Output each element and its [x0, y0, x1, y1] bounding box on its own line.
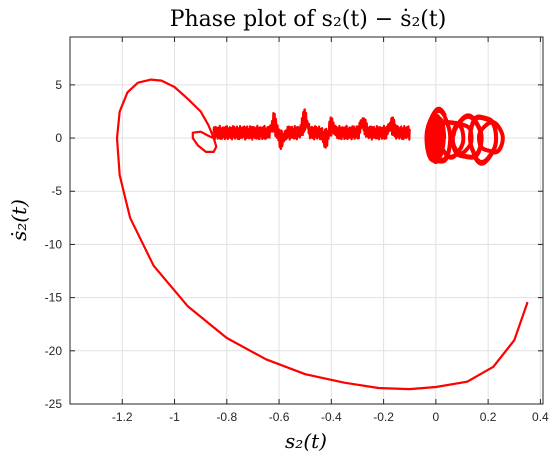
y-tick-label: -15: [45, 291, 63, 305]
x-tick-label: -0.8: [216, 410, 237, 424]
x-tick-label: 0.2: [480, 410, 497, 424]
x-tick-label: 0: [433, 410, 440, 424]
x-tick-label: -1: [169, 410, 180, 424]
limit-cycle-loop: [437, 119, 466, 160]
y-tick-label: -25: [45, 397, 63, 411]
x-tick-label: -1.2: [112, 410, 133, 424]
y-tick-label: -10: [45, 237, 63, 251]
oscillation-trajectory: [212, 108, 411, 151]
dense-cycle-core: [426, 113, 446, 163]
chart-title: Phase plot of s₂(t) − ṡ₂(t): [170, 7, 447, 32]
axis-ticks: -1.2 -1 -0.8 -0.6 -0.4 -0.2 0 0.2 0.4 5 0 -5 -10 -15 -…: [45, 37, 549, 424]
series-layer: [115, 78, 529, 391]
y-tick-label: -5: [51, 184, 62, 198]
spiral-trajectory: [115, 78, 529, 391]
x-tick-label: 0.4: [532, 410, 549, 424]
limit-cycle-loop: [477, 120, 505, 155]
y-tick-label: -20: [45, 344, 63, 358]
x-axis-label: s₂(t): [285, 429, 327, 453]
axes-frame: [69, 36, 544, 405]
x-tick-label: -0.4: [321, 410, 342, 424]
x-tick-label: -0.2: [373, 410, 394, 424]
x-tick-label: -0.6: [269, 410, 290, 424]
limit-cycle-loop: [450, 121, 474, 156]
grid-lines: [70, 37, 543, 405]
y-tick-label: 5: [55, 78, 62, 92]
limit-cycle-loop: [468, 114, 499, 166]
y-tick-label: 0: [55, 131, 62, 145]
y-axis-label: ṡ₂(t): [7, 199, 31, 241]
